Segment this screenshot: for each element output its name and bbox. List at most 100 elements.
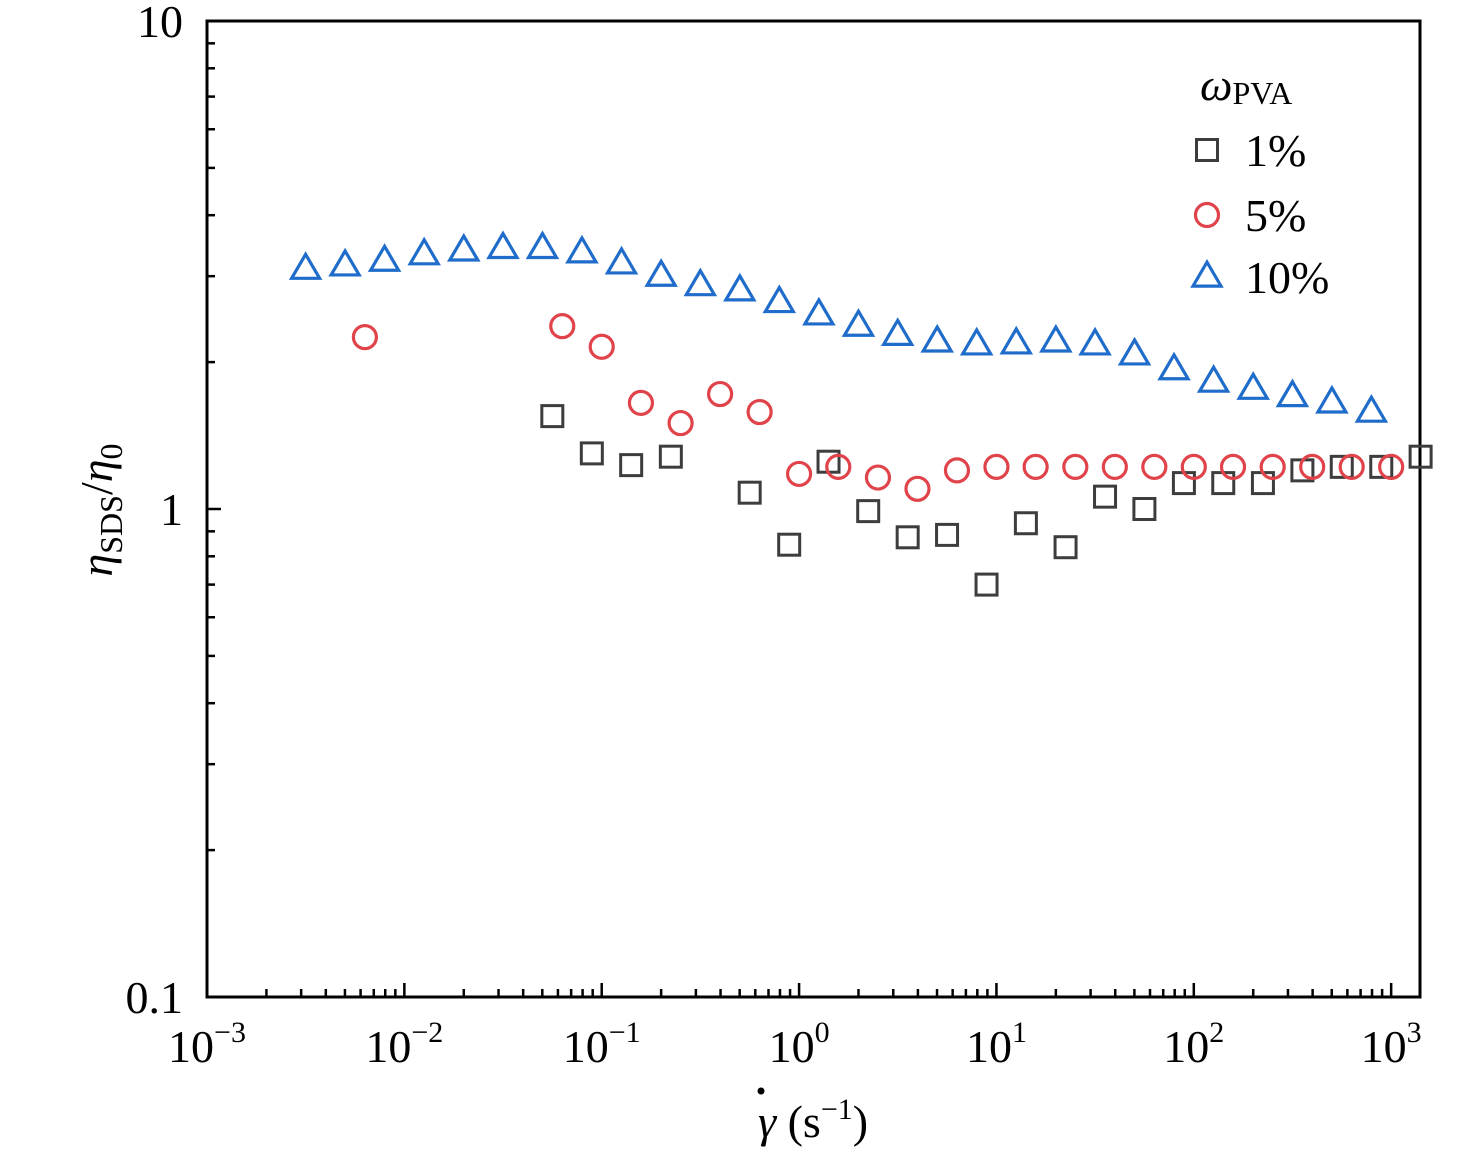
data-point-circle: [1101, 453, 1128, 480]
legend: ωPVA 1% 5% 10%: [1190, 59, 1329, 303]
data-point-circle: [746, 398, 773, 426]
data-point-triangle: [486, 230, 520, 260]
x-tick-label: 102: [1163, 1016, 1224, 1072]
x-tick-label: 101: [966, 1016, 1027, 1072]
data-point-triangle: [841, 308, 876, 337]
data-point-triangle: [1117, 336, 1152, 366]
x-axis-unit-open: (s: [776, 1096, 821, 1147]
y-axis-sub-0: 0: [93, 443, 129, 459]
data-point-circle: [1378, 453, 1405, 480]
data-point-triangle: [446, 232, 481, 262]
legend-label: 10%: [1245, 252, 1329, 303]
x-tick-label: 103: [1361, 1016, 1422, 1072]
legend-marker-triangle: [1190, 258, 1224, 288]
data-point-square: [619, 453, 644, 478]
data-point-square: [1408, 444, 1433, 469]
legend-title-symbol: ω: [1200, 59, 1232, 110]
data-point-triangle: [1354, 393, 1389, 423]
legend-title-sub: PVA: [1232, 75, 1292, 111]
data-point-square: [737, 480, 762, 505]
data-point-square: [1171, 471, 1196, 496]
x-tick-label: 10−2: [365, 1016, 443, 1072]
data-point-triangle: [1078, 326, 1112, 356]
data-point-circle: [1062, 453, 1089, 480]
data-point-square: [1329, 454, 1354, 479]
data-point-square: [1211, 471, 1236, 496]
data-point-circle: [667, 409, 694, 437]
legend-label: 1%: [1245, 125, 1306, 176]
data-point-triangle: [762, 284, 797, 314]
x-axis-symbol: γ: [758, 1096, 778, 1147]
data-point-triangle: [1236, 371, 1270, 400]
data-point-circle: [588, 333, 615, 360]
y-tick-label: 10: [137, 0, 183, 47]
data-point-circle: [627, 389, 655, 416]
data-point-circle: [1299, 453, 1326, 480]
data-point-circle: [707, 380, 734, 408]
x-axis-unit-exp: −1: [821, 1093, 853, 1126]
legend-title: ωPVA: [1200, 59, 1292, 111]
series-triangle: [288, 230, 1389, 423]
y-axis-label: ηSDS/η0: [71, 443, 129, 576]
legend-marker-square: [1195, 138, 1219, 162]
data-point-square: [777, 532, 802, 557]
data-point-triangle: [525, 230, 560, 260]
data-point-circle: [864, 464, 892, 491]
data-point-triangle: [959, 326, 994, 356]
legend-items: 1% 5% 10%: [1190, 125, 1329, 303]
data-point-triangle: [1275, 378, 1310, 408]
data-point-square: [658, 444, 683, 469]
x-tick-label: 100: [769, 1016, 830, 1072]
y-tick-labels: 0.1 1 10: [126, 0, 184, 1023]
x-axis-unit-close: ): [853, 1096, 868, 1147]
data-point-square: [974, 572, 999, 597]
data-point-triangle: [1039, 323, 1073, 353]
x-tick-labels: 10−3 10−2 10−1 100 101 102 103: [168, 1016, 1422, 1072]
data-point-square: [1093, 484, 1118, 509]
data-point-circle: [549, 313, 576, 340]
data-point-triangle: [604, 245, 639, 275]
data-point-square: [540, 404, 565, 429]
data-point-circle: [785, 460, 813, 488]
data-point-triangle: [999, 325, 1034, 355]
data-point-triangle: [565, 234, 599, 264]
y-axis-eta: η: [71, 554, 122, 577]
data-point-circle: [1180, 453, 1207, 480]
data-point-circle: [1259, 453, 1286, 480]
data-point-circle: [1338, 453, 1365, 480]
x-tick-label: 10−1: [563, 1016, 641, 1072]
data-point-triangle: [1196, 364, 1231, 393]
data-point-triangle: [802, 296, 836, 326]
data-point-circle: [351, 324, 378, 351]
y-tick-label: 1: [160, 484, 183, 535]
data-point-square: [1013, 511, 1038, 536]
data-point-triangle: [367, 243, 402, 272]
data-point-circle: [943, 457, 971, 484]
data-point-circle: [1219, 453, 1247, 480]
data-point-triangle: [880, 317, 915, 346]
series-circle: [351, 313, 1405, 502]
data-point-triangle: [644, 258, 678, 287]
plot-frame: [205, 19, 1422, 999]
data-point-square: [1132, 497, 1157, 521]
data-point-square: [1053, 535, 1078, 560]
x-tick-label: 10−3: [168, 1016, 246, 1072]
data-point-square: [895, 525, 920, 550]
data-point-circle: [1141, 453, 1168, 480]
data-point-square: [935, 522, 960, 547]
data-point-triangle: [1315, 384, 1349, 414]
axis-ticks: [205, 19, 1393, 999]
data-point-circle: [825, 453, 852, 480]
y-axis-slash: /: [71, 482, 122, 495]
data-point-triangle: [920, 323, 954, 353]
legend-marker-circle: [1193, 201, 1221, 229]
x-axis-label: γ (s−1): [758, 1093, 868, 1147]
data-point-square: [856, 499, 881, 524]
data-point-triangle: [288, 251, 323, 280]
data-markers: [288, 230, 1433, 597]
y-tick-label: 0.1: [126, 972, 184, 1023]
data-point-circle: [904, 475, 931, 502]
data-point-triangle: [407, 236, 441, 266]
data-point-circle: [983, 453, 1010, 480]
